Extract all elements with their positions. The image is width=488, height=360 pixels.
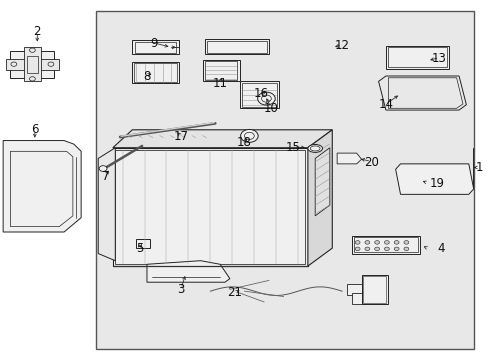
Text: 18: 18 [237, 136, 251, 149]
Text: 5: 5 [136, 242, 143, 255]
Bar [132, 40, 178, 54]
Polygon shape [147, 261, 229, 282]
Text: 15: 15 [285, 141, 300, 154]
Text: 2: 2 [34, 25, 41, 38]
Polygon shape [395, 164, 473, 194]
Circle shape [393, 247, 398, 251]
Polygon shape [351, 293, 366, 304]
Text: 14: 14 [378, 98, 393, 111]
Bar [241, 83, 276, 107]
Bar [135, 42, 176, 53]
Text: 3: 3 [177, 283, 184, 296]
Circle shape [48, 62, 54, 66]
Bar [132, 62, 178, 83]
Polygon shape [10, 51, 54, 78]
Text: 4: 4 [436, 242, 444, 255]
Polygon shape [363, 288, 378, 298]
Polygon shape [378, 76, 466, 110]
Polygon shape [307, 130, 331, 266]
Text: 12: 12 [334, 39, 349, 52]
Polygon shape [113, 148, 307, 266]
Polygon shape [23, 47, 41, 81]
Bar [136, 239, 150, 248]
Text: 16: 16 [254, 87, 268, 100]
Circle shape [257, 92, 275, 105]
Bar [96, 12, 473, 348]
Circle shape [384, 247, 388, 251]
Bar [115, 149, 305, 264]
Circle shape [11, 62, 17, 66]
Circle shape [364, 240, 369, 244]
Circle shape [364, 247, 369, 251]
Text: 11: 11 [212, 77, 227, 90]
Circle shape [99, 166, 107, 171]
Text: 20: 20 [363, 156, 378, 168]
Text: 9: 9 [150, 37, 158, 50]
Polygon shape [3, 140, 81, 232]
Circle shape [240, 130, 258, 142]
Polygon shape [113, 130, 331, 148]
Text: 21: 21 [227, 287, 242, 300]
Text: 7: 7 [102, 170, 109, 183]
Circle shape [374, 240, 379, 244]
Bar [387, 47, 446, 67]
Circle shape [354, 247, 359, 251]
Bar [363, 276, 386, 303]
Circle shape [374, 247, 379, 251]
Text: 19: 19 [429, 177, 444, 190]
Text: 1: 1 [475, 161, 483, 174]
Polygon shape [346, 284, 361, 295]
Polygon shape [336, 153, 361, 164]
Bar [353, 237, 417, 252]
Bar [203, 60, 239, 81]
Bar [205, 40, 268, 54]
Bar [351, 235, 419, 253]
Polygon shape [5, 59, 59, 69]
Text: 6: 6 [31, 123, 39, 136]
Circle shape [403, 247, 408, 251]
Circle shape [354, 240, 359, 244]
Bar [361, 275, 387, 304]
Bar [205, 61, 237, 80]
Circle shape [29, 77, 35, 81]
Bar [385, 45, 448, 69]
Polygon shape [98, 148, 115, 261]
Bar [134, 63, 177, 82]
Circle shape [29, 48, 35, 52]
Bar [239, 81, 278, 108]
Text: 17: 17 [173, 130, 188, 144]
Text: 10: 10 [264, 102, 278, 115]
Circle shape [393, 240, 398, 244]
Text: 13: 13 [431, 51, 446, 64]
Ellipse shape [307, 144, 322, 152]
Bar [26, 56, 38, 73]
Polygon shape [315, 148, 329, 216]
Text: 8: 8 [143, 69, 150, 82]
Circle shape [384, 240, 388, 244]
Bar [207, 41, 266, 53]
Circle shape [403, 240, 408, 244]
